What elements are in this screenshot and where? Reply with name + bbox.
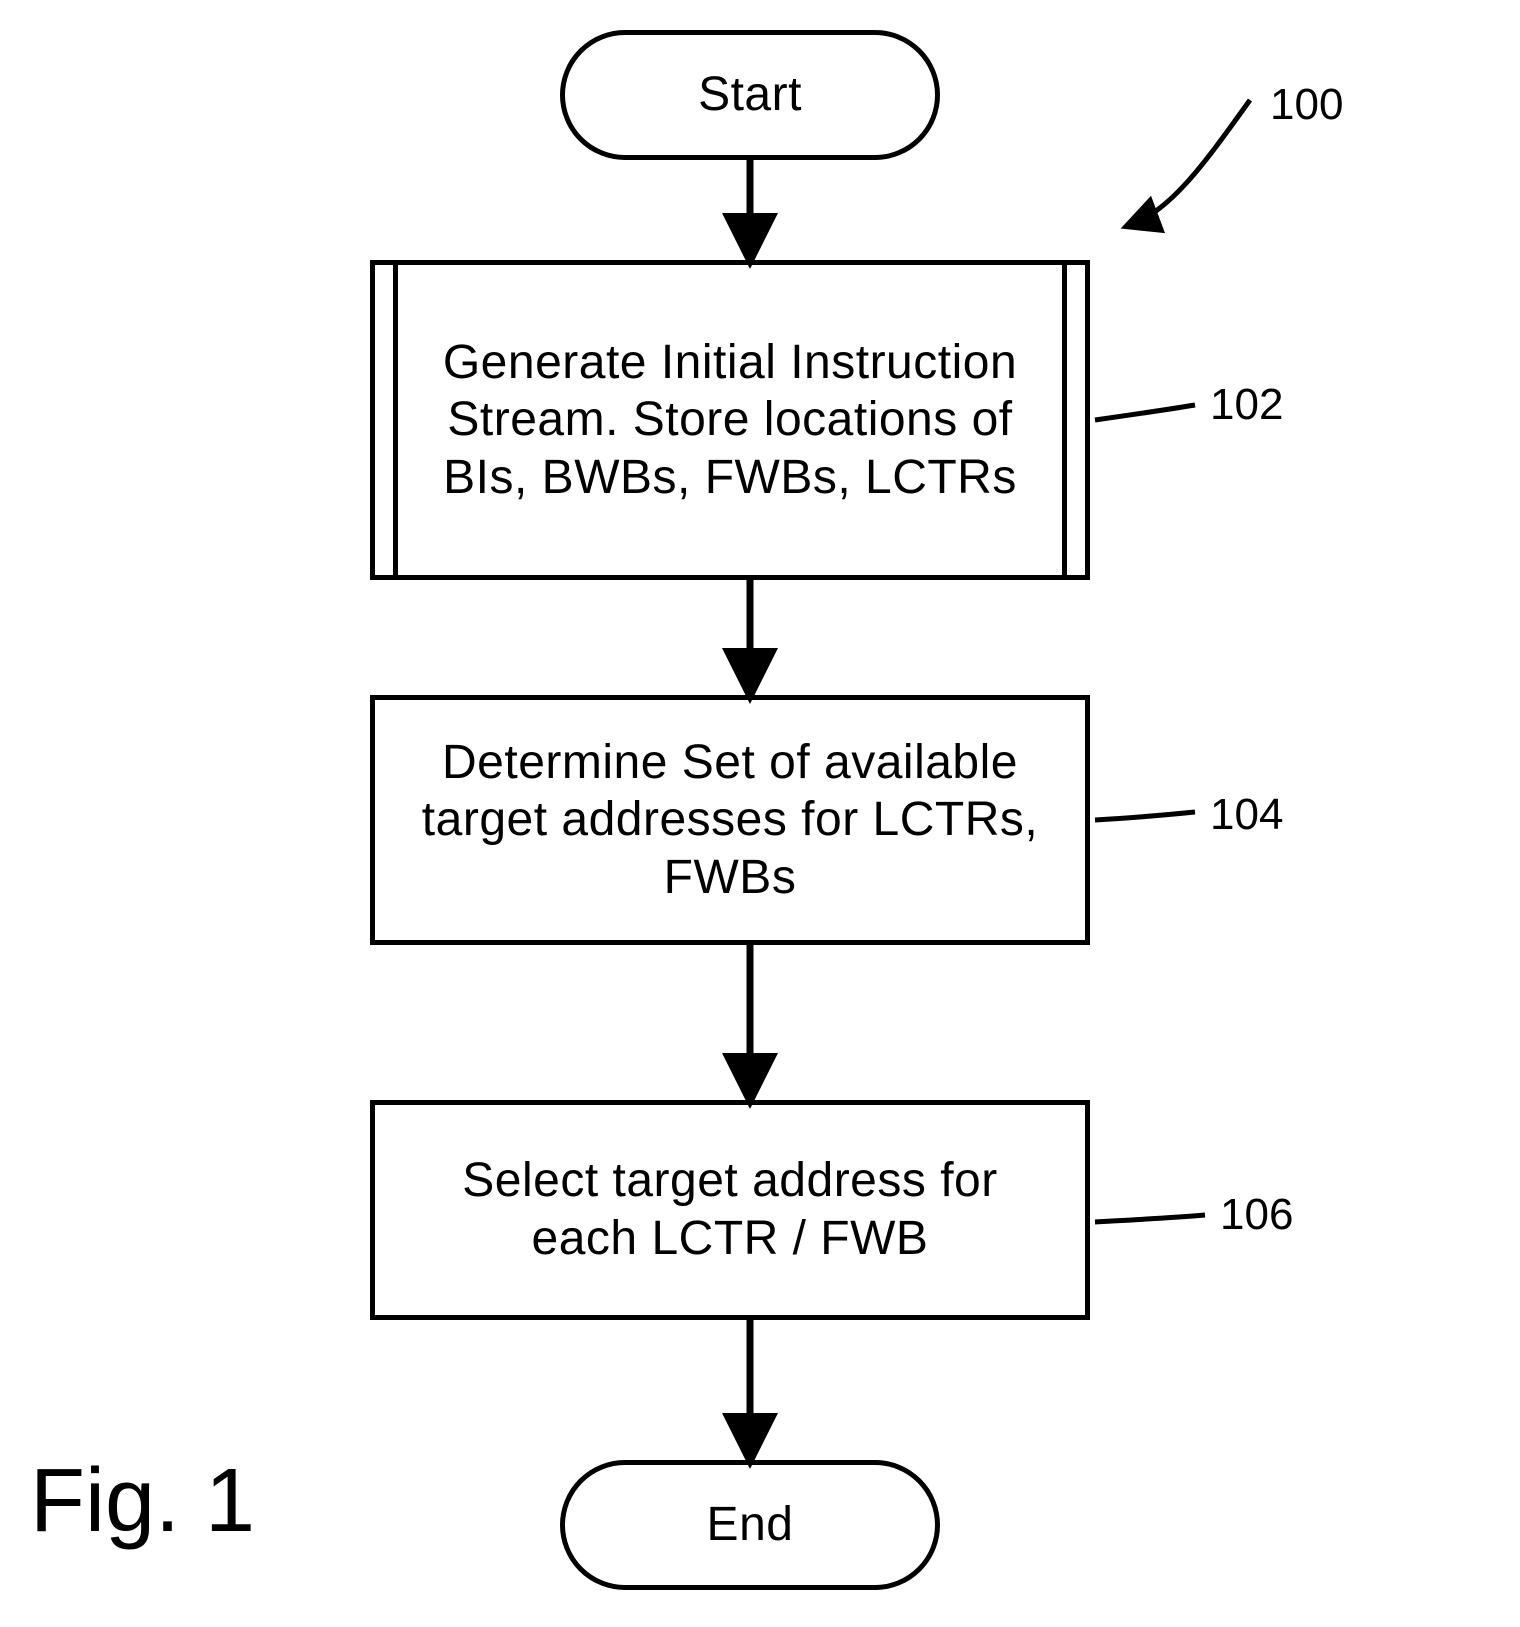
end-text: End bbox=[677, 1496, 824, 1554]
ref-102: 102 bbox=[1210, 380, 1283, 430]
end-terminator: End bbox=[560, 1460, 940, 1590]
ref-100: 100 bbox=[1270, 80, 1343, 130]
step-102-text: Generate Initial Instruction Stream. Sto… bbox=[375, 334, 1085, 507]
ref-104: 104 bbox=[1210, 790, 1283, 840]
step-106-text: Select target address for each LCTR / FW… bbox=[375, 1152, 1085, 1267]
ref-106: 106 bbox=[1220, 1190, 1293, 1240]
step-104-text: Determine Set of available target addres… bbox=[375, 734, 1085, 907]
start-terminator: Start bbox=[560, 30, 940, 160]
figure-label: Fig. 1 bbox=[30, 1450, 255, 1553]
step-102-box: Generate Initial Instruction Stream. Sto… bbox=[370, 260, 1090, 580]
step-106-box: Select target address for each LCTR / FW… bbox=[370, 1100, 1090, 1320]
start-text: Start bbox=[668, 66, 832, 124]
step-104-box: Determine Set of available target addres… bbox=[370, 695, 1090, 945]
